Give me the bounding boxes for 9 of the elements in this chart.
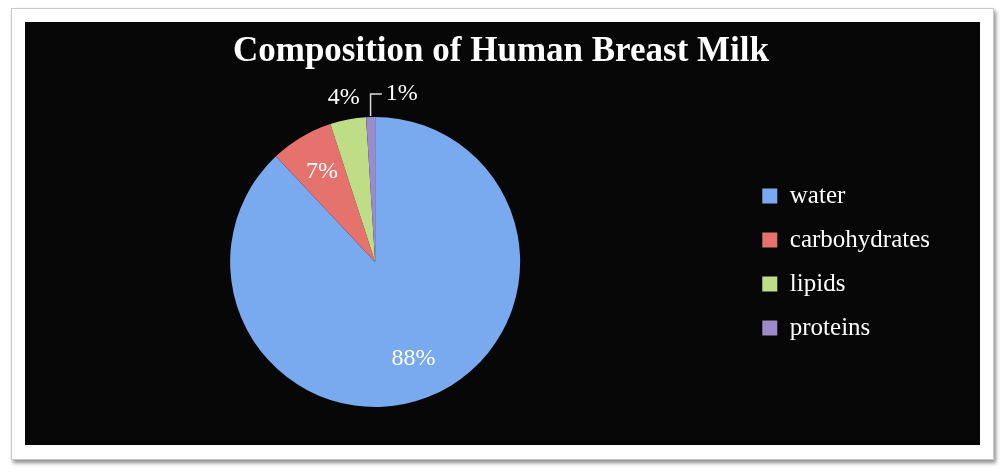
data-label: 1%: [385, 79, 418, 106]
legend-label: carbohydrates: [789, 224, 931, 252]
data-label: 7%: [306, 157, 339, 184]
chart-title: Composition of Human Breast Milk: [232, 30, 770, 70]
legend-label: proteins: [789, 312, 871, 340]
legend-label: water: [789, 180, 846, 208]
legend-label: lipids: [789, 268, 846, 296]
data-label: 4%: [327, 83, 360, 110]
data-label: 88%: [391, 344, 436, 371]
